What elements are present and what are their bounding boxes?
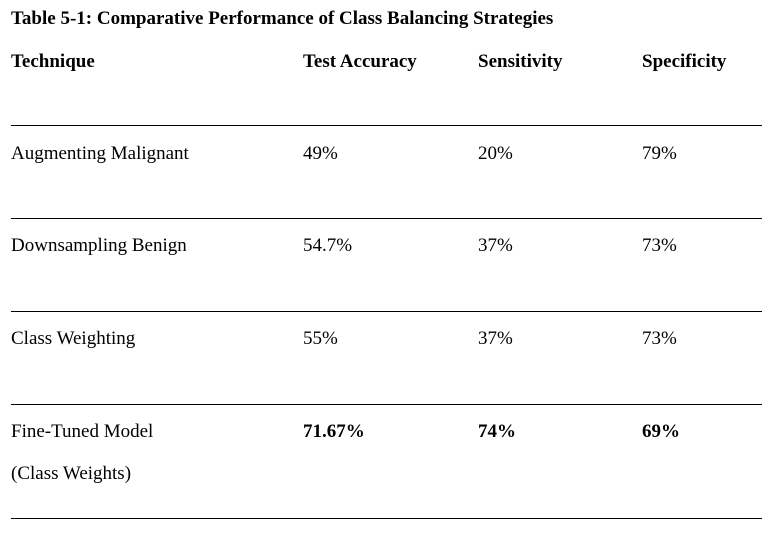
- cell-specificity: 73%: [642, 235, 677, 256]
- header-specificity: Specificity: [642, 51, 727, 72]
- cell-test-accuracy: 54.7%: [303, 235, 353, 256]
- cell-test-accuracy: 49%: [303, 143, 338, 164]
- header-test-accuracy: Test Accuracy: [303, 51, 417, 72]
- cell-technique: Fine-Tuned Model: [11, 421, 154, 442]
- header-technique: Technique: [11, 51, 95, 72]
- cell-sensitivity: 74%: [478, 421, 516, 442]
- table-rule: [11, 125, 762, 126]
- cell-sensitivity: 37%: [478, 235, 513, 256]
- cell-technique: Downsampling Benign: [11, 235, 187, 256]
- cell-technique: Augmenting Malignant: [11, 143, 189, 164]
- cell-test-accuracy: 55%: [303, 328, 338, 349]
- cell-specificity: 79%: [642, 143, 677, 164]
- cell-technique-line2: (Class Weights): [11, 463, 132, 484]
- table-rule: [11, 218, 762, 219]
- cell-specificity: 73%: [642, 328, 677, 349]
- table-rule: [11, 518, 762, 519]
- table-rule: [11, 311, 762, 312]
- table-rule: [11, 404, 762, 405]
- cell-sensitivity: 20%: [478, 143, 513, 164]
- header-sensitivity: Sensitivity: [478, 51, 563, 72]
- table-caption: Table 5-1: Comparative Performance of Cl…: [11, 8, 554, 29]
- cell-test-accuracy: 71.67%: [303, 421, 365, 442]
- cell-specificity: 69%: [642, 421, 680, 442]
- cell-technique: Class Weighting: [11, 328, 136, 349]
- cell-sensitivity: 37%: [478, 328, 513, 349]
